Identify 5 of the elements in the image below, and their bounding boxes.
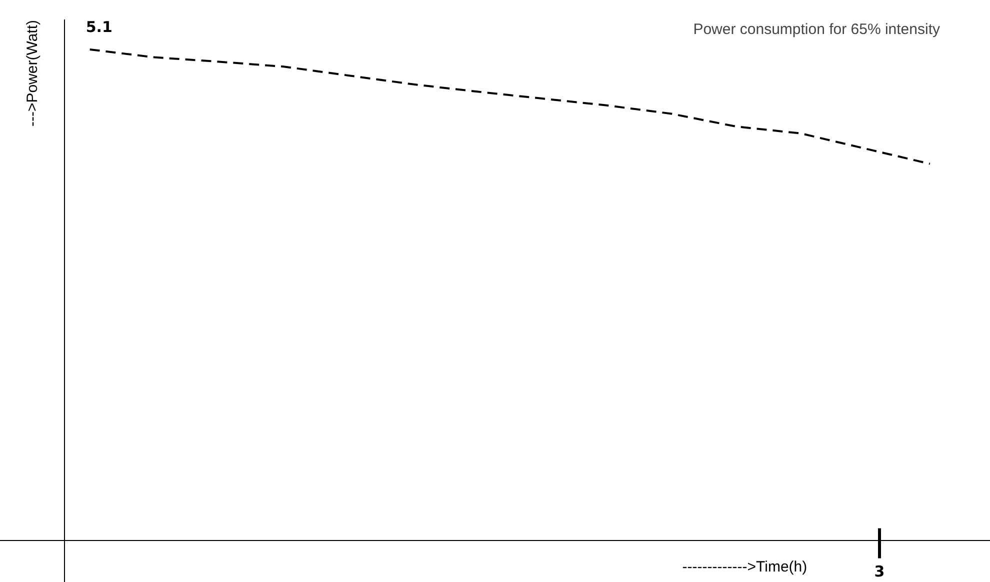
y-axis-title: --->Power(Watt) xyxy=(24,20,41,127)
chart-title: Power consumption for 65% intensity xyxy=(693,21,940,38)
text: 5.1 xyxy=(86,18,112,36)
text: 3 xyxy=(874,562,885,581)
x-axis-title: ------------->Time(h) xyxy=(682,558,808,576)
